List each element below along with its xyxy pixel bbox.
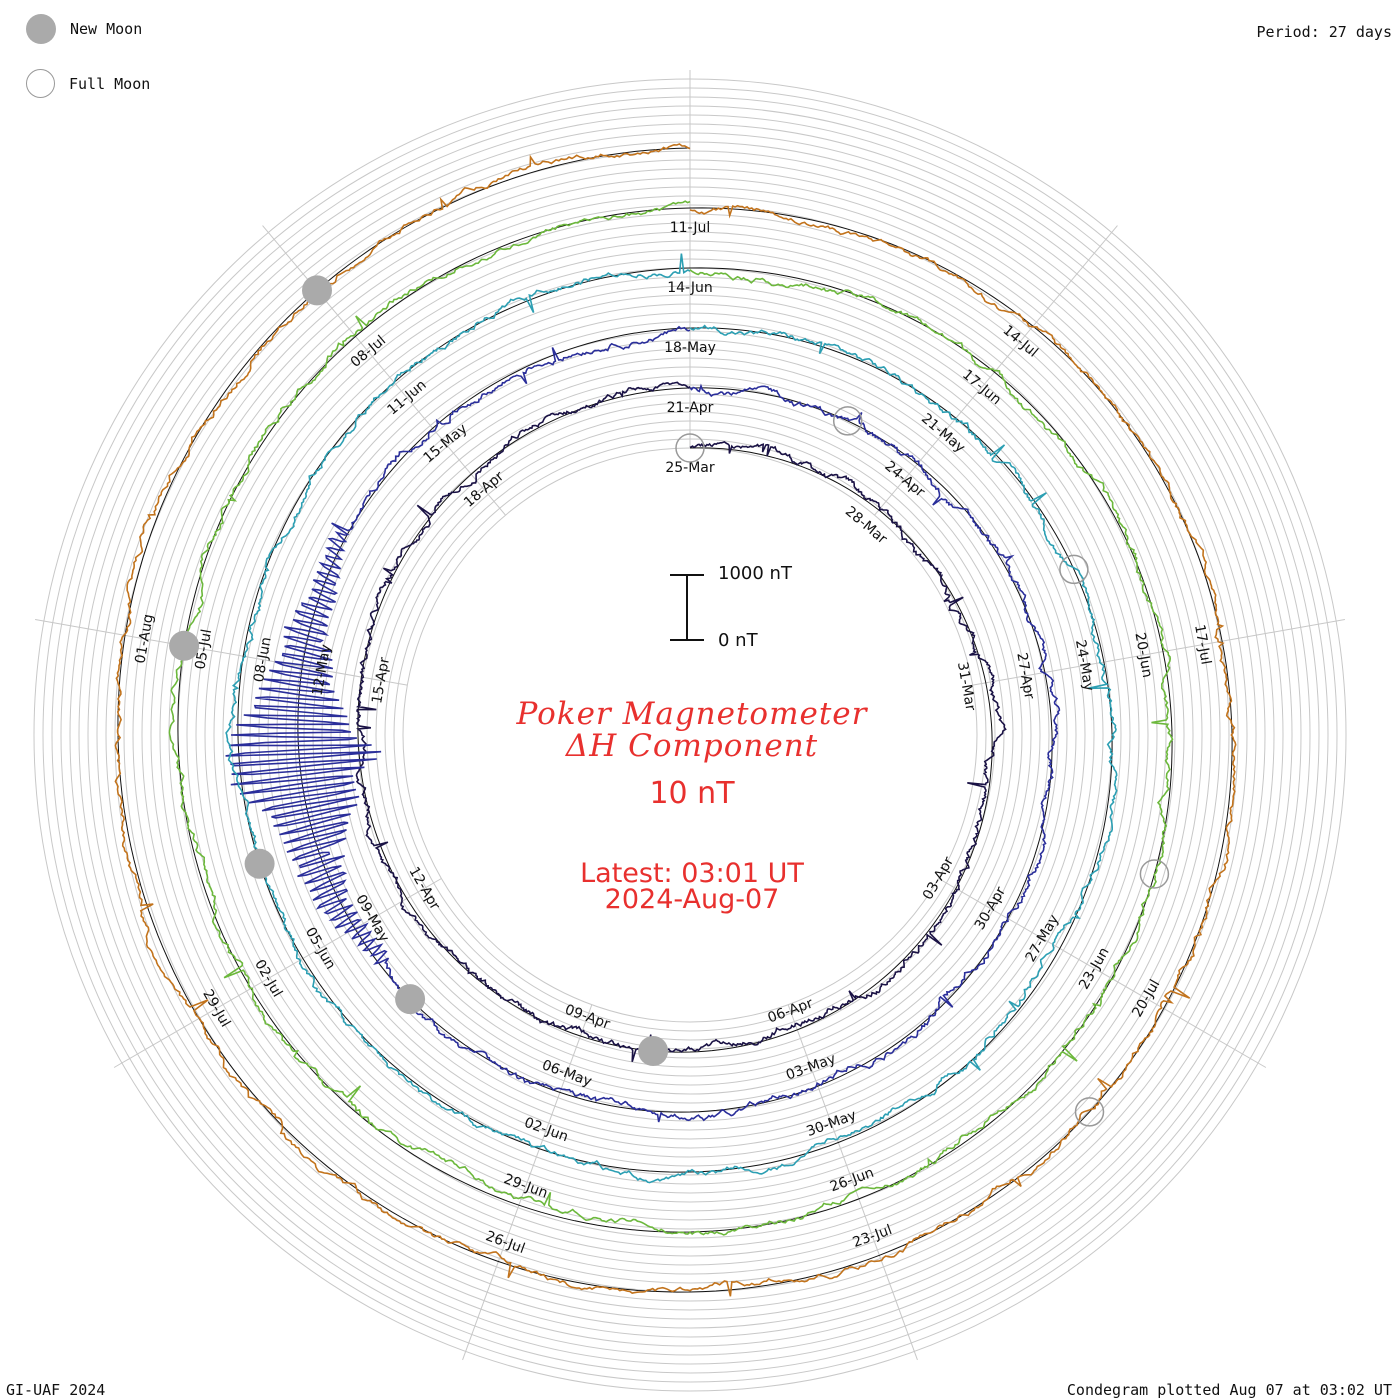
new-moon-marker (169, 630, 200, 661)
legend-new-moon: New Moon (26, 14, 142, 44)
grid-spoke (35, 619, 408, 686)
new-moon-marker (302, 275, 332, 306)
full-moon-marker (1139, 859, 1170, 889)
latest-time: Latest: 03:01 UT (580, 858, 804, 889)
scale-bar-top-label: 1000 nT (718, 563, 792, 584)
moon-markers (169, 275, 1170, 1127)
new-moon-marker (638, 1036, 669, 1066)
new-moon-marker (395, 984, 426, 1015)
date-label: 08-Jun (251, 636, 275, 684)
trace-cycle-3 (225, 253, 1118, 1184)
full-moon-marker (832, 406, 863, 436)
footer-right: Condegram plotted Aug 07 at 03:02 UT (1066, 1381, 1392, 1399)
date-label: 23-Jun (1076, 945, 1113, 992)
date-label: 25-Mar (665, 460, 715, 476)
grid-spoke (462, 1004, 593, 1361)
date-label: 11-Jul (670, 220, 711, 236)
full-moon-marker (1059, 554, 1089, 585)
period-label: Period: 27 days (1256, 23, 1392, 41)
legend-full-moon: Full Moon (26, 69, 150, 98)
latest-date: 2024-Aug-07 (604, 884, 780, 915)
date-label: 23-Jul (851, 1222, 895, 1251)
date-label: 14-Jun (667, 280, 713, 296)
date-label: 20-Jun (1131, 631, 1155, 679)
grid-spoke (262, 225, 506, 516)
magnetometer-traces (114, 143, 1237, 1297)
legend-full-moon-label: Full Moon (69, 74, 151, 93)
date-label: 02-Jun (522, 1115, 570, 1146)
date-label: 18-May (664, 340, 716, 356)
chart-scale-title: 10 nT (649, 776, 735, 811)
trace-cycle-4 (168, 200, 1174, 1236)
date-label: 21-May (918, 411, 968, 457)
date-label: 17-Jul (1191, 623, 1214, 666)
date-label: 02-Jul (251, 957, 285, 1000)
date-label: 11-Jun (384, 377, 429, 419)
baseline-cycle (297, 327, 1053, 1113)
grid-spoke (787, 1004, 918, 1361)
trace-cycle-1 (355, 381, 1007, 1063)
scale-bar-bottom-label: 0 nT (718, 630, 758, 651)
date-label: 21-Apr (667, 400, 714, 416)
new-moon-marker (244, 848, 275, 879)
date-label: 17-Jun (959, 367, 1004, 409)
scale-bar (670, 574, 704, 641)
chart-subtitle: ΔH Component (565, 728, 819, 764)
full-moon-icon (26, 69, 55, 98)
trace-cycle-5 (114, 143, 1237, 1297)
date-label: 20-Jul (1129, 977, 1163, 1020)
baseline-cycle (237, 267, 1113, 1173)
date-label: 31-Mar (954, 661, 978, 713)
chart-title: Poker Magnetometer (516, 696, 868, 732)
date-label: 03-May (784, 1051, 838, 1084)
grid-spoke (972, 619, 1345, 686)
legend-new-moon-label: New Moon (70, 20, 143, 38)
trace-cycle-2 (225, 325, 1061, 1123)
date-label: 05-Jul (192, 628, 215, 671)
full-moon-marker (1074, 1097, 1105, 1127)
grid-spoke (938, 878, 1267, 1068)
full-moon-marker (675, 433, 705, 463)
footer-left: GI-UAF 2024 (6, 1381, 106, 1399)
new-moon-icon (26, 14, 56, 44)
grid-spoke (113, 878, 442, 1068)
